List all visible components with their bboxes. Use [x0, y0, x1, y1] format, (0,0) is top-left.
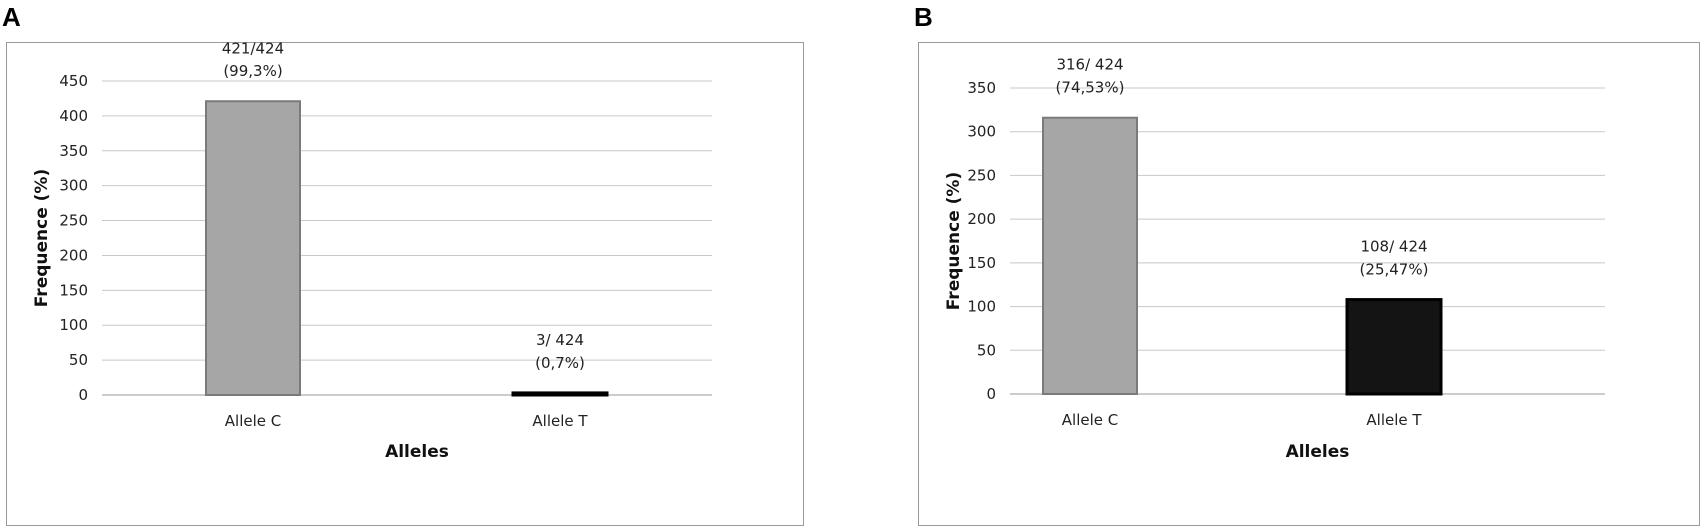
chart-b-y-tick-label: 0 [986, 385, 996, 403]
chart-panel-a: 0 50 100 150 200 250 300 350 400 450 421/424 (99,3%… [6, 39, 804, 526]
chart-b-data-label: (74,53%) [1056, 79, 1125, 97]
chart-b-bar-allele-t [1345, 298, 1443, 396]
chart-a-data-label: 3/ 424 [536, 331, 584, 349]
chart-a-bar-allele-c [205, 100, 301, 396]
chart-b-y-axis-title: Frequence (%) [944, 172, 964, 310]
chart-b-y-tick-label: 100 [967, 298, 996, 316]
chart-a-y-axis-title: Frequence (%) [32, 169, 52, 307]
chart-a-x-tick-label: Allele C [225, 412, 281, 430]
chart-b-x-tick-label: Allele T [1366, 411, 1422, 429]
chart-b-y-tick-label: 50 [977, 341, 996, 359]
chart-a-bar-allele-t [511, 391, 609, 397]
chart-b-data-label: 108/ 424 [1360, 238, 1427, 256]
chart-a-y-tick-label: 0 [78, 386, 88, 404]
chart-b-data-label: (25,47%) [1360, 261, 1429, 279]
chart-b-data-label: 316/ 424 [1056, 56, 1123, 74]
chart-a-data-label: (99,3%) [223, 62, 282, 80]
chart-panel-b: 0 50 100 150 200 250 300 350 316/ 424 (74,53%) All… [918, 42, 1700, 526]
chart-b-x-axis-title: Alleles [1286, 442, 1350, 462]
chart-a-x-tick-label: Allele T [532, 412, 588, 430]
chart-b-y-tick-label: 300 [967, 123, 996, 141]
chart-b-y-tick-label: 200 [967, 210, 996, 228]
chart-b-y-tick-label: 350 [967, 79, 996, 97]
panel-letter-a: A [2, 2, 21, 32]
chart-b-x-tick-label: Allele C [1062, 411, 1118, 429]
chart-a-data-label: 421/424 [222, 39, 284, 57]
chart-a-y-tick-label: 200 [59, 246, 88, 264]
chart-a-y-tick-label: 150 [59, 281, 88, 299]
chart-b-svg: 0 50 100 150 200 250 300 350 316/ 424 (74,53%) All… [944, 56, 1605, 462]
chart-b-y-tick-label: 250 [967, 166, 996, 184]
chart-a-x-axis-title: Alleles [385, 442, 449, 462]
chart-b-bar-allele-c [1042, 116, 1138, 396]
chart-b-y-tick-label: 150 [967, 254, 996, 272]
chart-a-y-tick-label: 450 [59, 72, 88, 90]
chart-a-y-tick-label: 400 [59, 107, 88, 125]
chart-a-svg: 0 50 100 150 200 250 300 350 400 450 421/424 (99,3%… [32, 39, 712, 462]
panel-letter-b: B [914, 2, 933, 32]
chart-a-y-tick-label: 350 [59, 142, 88, 160]
chart-a-y-tick-label: 100 [59, 316, 88, 334]
chart-a-data-label: (0,7%) [535, 354, 585, 372]
chart-a-y-tick-label: 50 [69, 351, 88, 369]
chart-a-y-tick-label: 250 [59, 212, 88, 230]
chart-a-y-tick-label: 300 [59, 177, 88, 195]
